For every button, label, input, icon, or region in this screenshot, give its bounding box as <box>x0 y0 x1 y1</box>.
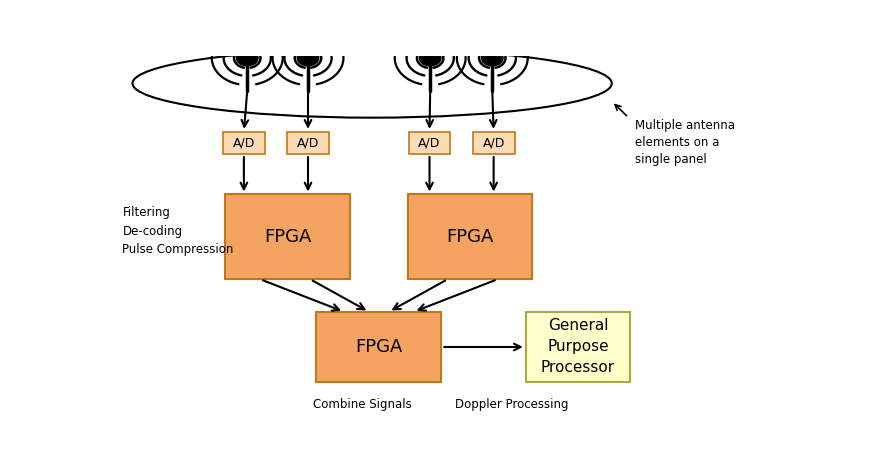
Bar <box>473 132 515 154</box>
Text: FPGA: FPGA <box>446 228 494 246</box>
Text: FPGA: FPGA <box>264 228 312 246</box>
Text: A/D: A/D <box>233 136 255 150</box>
Ellipse shape <box>297 50 319 66</box>
Text: Multiple antenna
elements on a
single panel: Multiple antenna elements on a single pa… <box>636 120 735 166</box>
Text: General
Purpose
Processor: General Purpose Processor <box>541 318 615 376</box>
Bar <box>408 195 532 279</box>
Text: Combine Signals: Combine Signals <box>313 399 412 411</box>
Text: Doppler Processing: Doppler Processing <box>455 399 568 411</box>
Bar <box>226 195 350 279</box>
Bar <box>526 312 631 382</box>
Text: FPGA: FPGA <box>355 338 402 356</box>
Ellipse shape <box>236 50 258 66</box>
Ellipse shape <box>482 50 503 66</box>
Bar <box>408 132 450 154</box>
Ellipse shape <box>132 49 611 118</box>
Text: A/D: A/D <box>418 136 441 150</box>
Bar <box>316 312 442 382</box>
Bar <box>223 132 265 154</box>
Bar <box>287 132 329 154</box>
Text: A/D: A/D <box>297 136 319 150</box>
Text: A/D: A/D <box>483 136 505 150</box>
Ellipse shape <box>419 50 441 66</box>
Text: Filtering
De-coding
Pulse Compression: Filtering De-coding Pulse Compression <box>122 206 233 257</box>
